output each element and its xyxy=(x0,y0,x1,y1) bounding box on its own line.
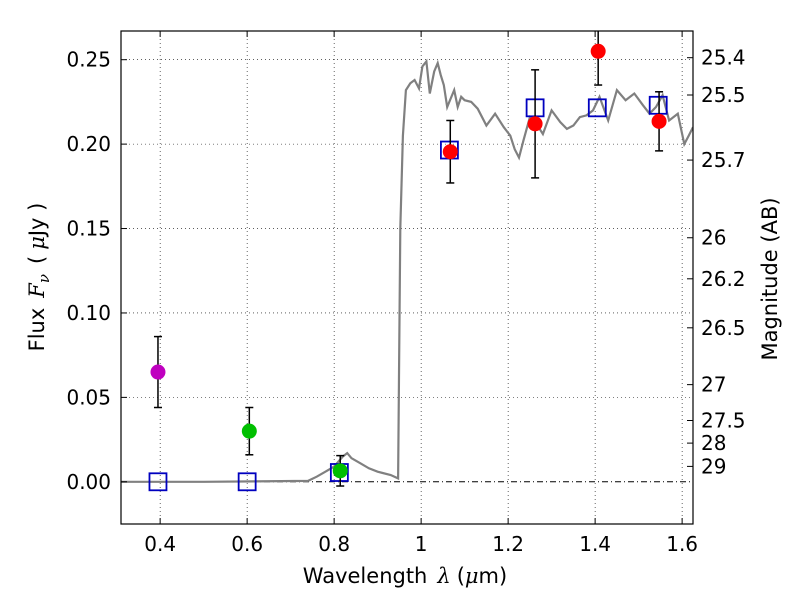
magnitude-axis-label: Magnitude (AB) xyxy=(758,197,782,360)
x-tick-label: 1.4 xyxy=(579,532,611,556)
magnitude-tick-label: 26.5 xyxy=(701,316,746,340)
model-point xyxy=(237,472,257,492)
x-axis-label: Wavelength λ (μm) xyxy=(303,564,507,588)
x-tick-label: 1 xyxy=(415,532,428,556)
y-axis-ticks: 0.00 0.05 0.10 0.15 0.20 0.25 xyxy=(66,48,127,494)
observed-flux-markers xyxy=(150,43,667,479)
magnitude-tick-label: 26.2 xyxy=(701,267,746,291)
magnitude-tick-label: 29 xyxy=(701,454,726,478)
observed-point xyxy=(442,144,458,160)
y-axis-label: FluxFν(μJy ) xyxy=(25,203,53,352)
y-tick-label: 0.10 xyxy=(66,301,111,325)
magnitude-tick-label: 27.5 xyxy=(701,408,746,432)
magnitude-tick-label: 25.4 xyxy=(701,46,746,70)
magnitude-tick-label: 27 xyxy=(701,373,726,397)
y-tick-label: 0.25 xyxy=(66,48,111,72)
x-tick-label: 1.6 xyxy=(666,532,698,556)
magnitude-tick-label: 26 xyxy=(701,226,726,250)
x-tick-label: 0.8 xyxy=(318,532,350,556)
y-tick-label: 0.15 xyxy=(66,217,111,241)
magnitude-tick-label: 25.7 xyxy=(701,148,746,172)
observed-point xyxy=(241,423,257,439)
magnitude-tick-label: 28 xyxy=(701,431,726,455)
model-point xyxy=(648,95,668,115)
y-tick-label: 0.05 xyxy=(66,385,111,409)
x-tick-label: 0.6 xyxy=(231,532,263,556)
model-point xyxy=(148,472,168,492)
model-point xyxy=(587,98,607,118)
x-axis-ticks: 0.4 0.6 0.8 1 1.2 1.4 1.6 xyxy=(144,31,698,556)
sed-model-curve xyxy=(121,58,693,483)
model-flux-markers xyxy=(148,95,668,492)
observed-point xyxy=(651,113,667,129)
plot-frame xyxy=(120,30,694,525)
observed-point xyxy=(527,116,543,132)
observed-point xyxy=(590,43,606,59)
x-tick-label: 0.4 xyxy=(144,532,176,556)
y-tick-label: 0.20 xyxy=(66,132,111,156)
observed-point xyxy=(150,364,166,380)
y-tick-label: 0.00 xyxy=(66,470,111,494)
grid-lines xyxy=(121,31,693,524)
observed-point xyxy=(332,463,348,479)
x-tick-label: 1.2 xyxy=(492,532,524,556)
magnitude-tick-label: 25.5 xyxy=(701,83,746,107)
